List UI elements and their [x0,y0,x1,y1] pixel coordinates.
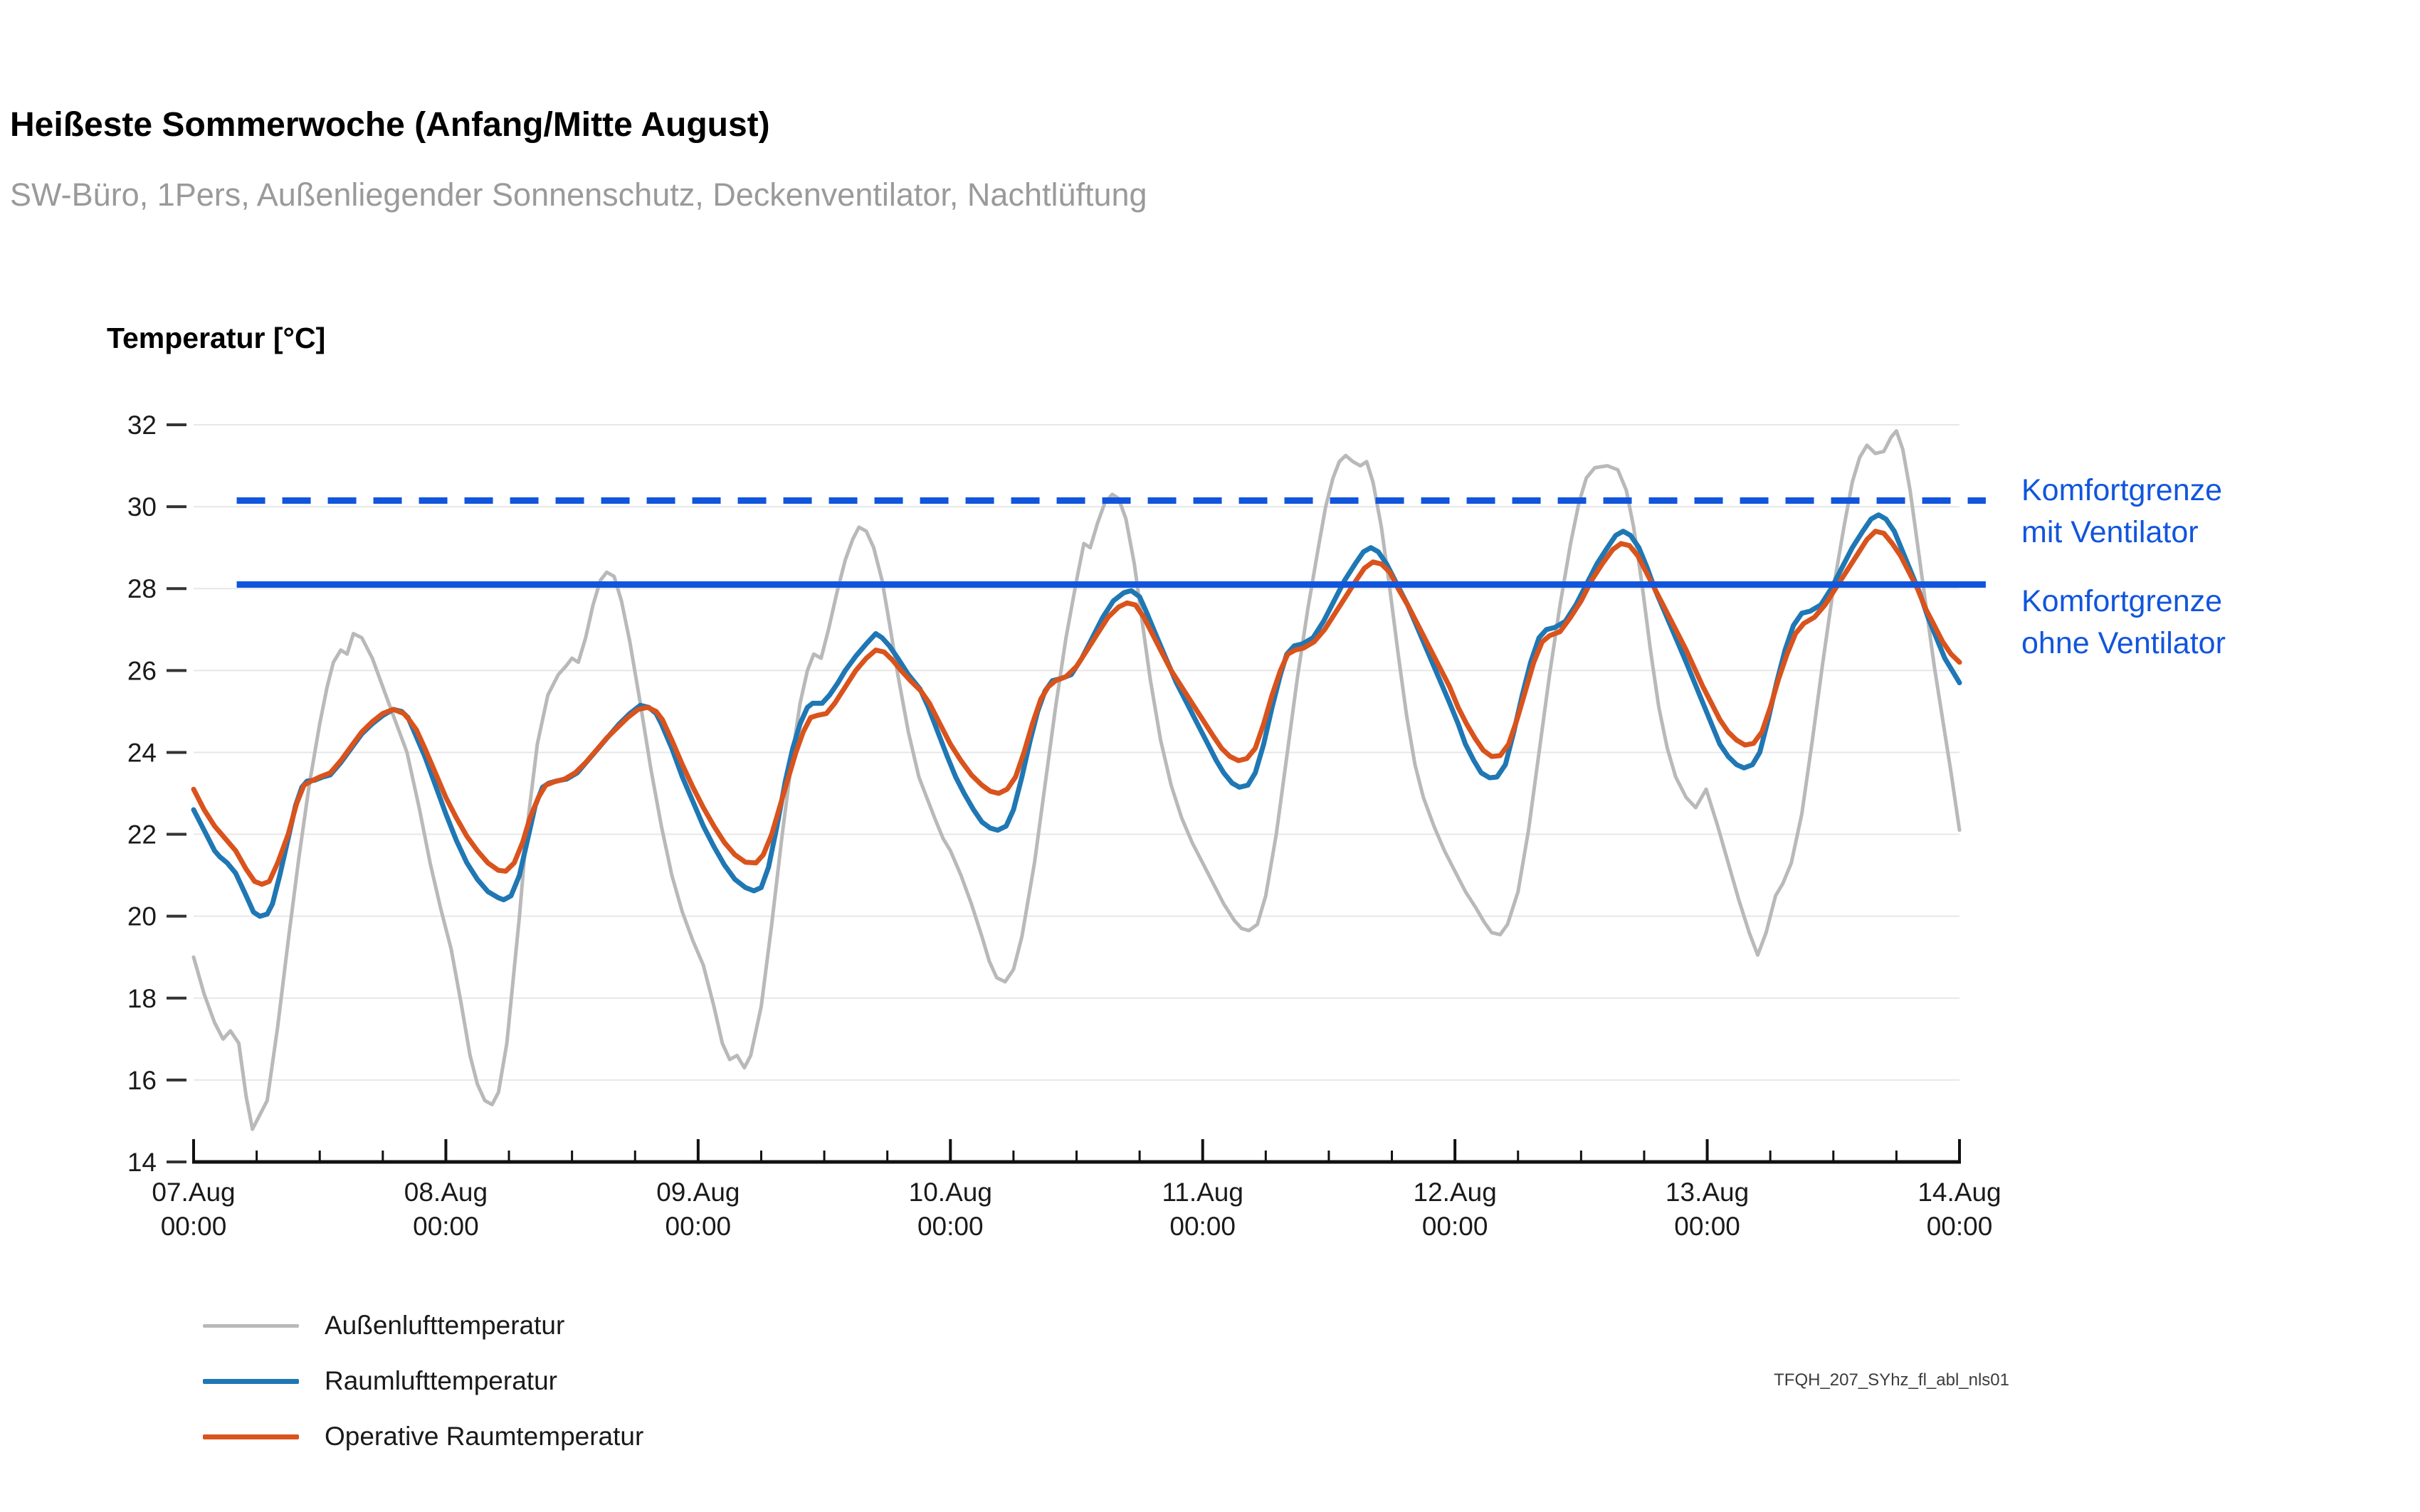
room-air-temp-line-swatch [203,1378,299,1384]
x-tick-label-date: 14.Aug [1917,1178,2001,1207]
x-tick-label-date: 13.Aug [1666,1178,1749,1207]
x-tick-label-time: 00:00 [917,1212,984,1241]
y-tick-label: 24 [127,738,157,767]
comfort-label-line: ohne Ventilator [2021,626,2226,660]
y-tick-label: 26 [127,656,157,685]
x-tick-label-time: 00:00 [1422,1212,1488,1241]
y-tick-label: 14 [127,1148,157,1177]
y-tick-label: 20 [127,902,157,931]
legend-item-room-air: Raumlufttemperatur [203,1353,643,1409]
operative-temp-line-swatch [203,1434,299,1439]
comfort-label-line: Komfortgrenze [2021,584,2223,618]
comfort-label-line: mit Ventilator [2021,515,2199,549]
x-tick-label-time: 00:00 [666,1212,732,1241]
x-tick-label-time: 00:00 [1169,1212,1236,1241]
footnote-code: TFQH_207_SYhz_fl_abl_nls01 [1774,1370,2009,1390]
y-axis-title: Temperatur [°C] [107,322,326,354]
outdoor-temp-line-swatch [203,1323,299,1328]
page-title: Heißeste Sommerwoche (Anfang/Mitte Augus… [10,106,770,144]
legend-label: Außenlufttemperatur [325,1311,565,1340]
legend: Außenlufttemperatur Raumlufttemperatur O… [203,1298,643,1464]
y-tick-label: 32 [127,411,157,440]
x-tick-label-time: 00:00 [161,1212,227,1241]
x-tick-label-date: 12.Aug [1414,1178,1497,1207]
legend-label: Operative Raumtemperatur [325,1422,644,1451]
y-tick-label: 16 [127,1066,157,1095]
operative-temp-line [191,529,1962,887]
legend-label: Raumlufttemperatur [325,1366,557,1395]
legend-item-operative: Operative Raumtemperatur [203,1409,643,1464]
x-tick-label-time: 00:00 [1674,1212,1740,1241]
y-tick-label: 30 [127,492,157,522]
y-tick-label: 22 [127,820,157,850]
x-tick-label-time: 00:00 [1927,1212,1993,1241]
legend-item-outdoor: Außenlufttemperatur [203,1298,643,1353]
y-tick-label: 28 [127,574,157,603]
x-tick-label-date: 11.Aug [1162,1178,1243,1207]
y-tick-label: 18 [127,984,157,1013]
comfort-label-line: Komfortgrenze [2021,473,2223,507]
x-tick-label-time: 00:00 [413,1212,479,1241]
page-subtitle: SW-Büro, 1Pers, Außenliegender Sonnensch… [10,176,1147,213]
comfort-limit-without-fan-label: Komfortgrenze ohne Ventilator [2021,581,2226,665]
x-tick-label-date: 10.Aug [909,1178,992,1207]
outdoor-temp-line [191,429,1962,1131]
comfort-limit-with-fan-label: Komfortgrenze mit Ventilator [2021,470,2222,554]
x-tick-label-date: 08.Aug [404,1178,488,1207]
x-tick-label-date: 09.Aug [656,1178,740,1207]
x-tick-label-date: 07.Aug [152,1178,235,1207]
